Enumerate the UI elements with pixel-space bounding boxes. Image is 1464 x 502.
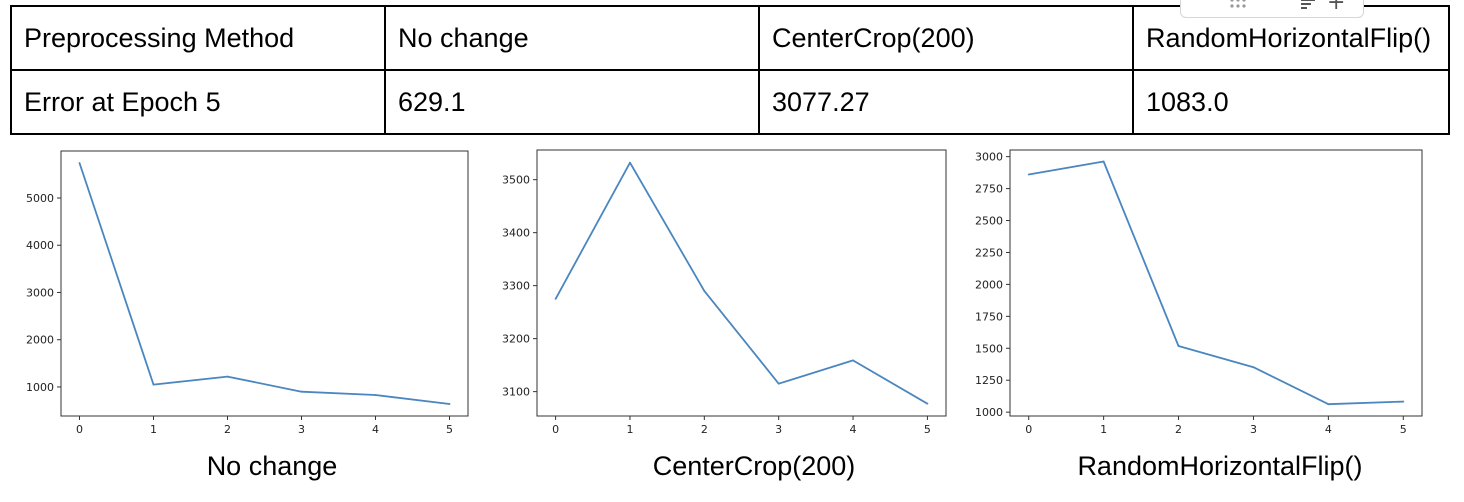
x-tick-label: 4: [372, 423, 379, 436]
chart-caption: CenterCrop(200): [652, 451, 856, 481]
data-point: [1177, 345, 1180, 347]
y-tick-label: 3200: [502, 333, 530, 346]
data-point: [374, 394, 377, 396]
data-point: [448, 403, 451, 405]
add-icon[interactable]: +: [1327, 0, 1346, 15]
x-tick-label: 0: [552, 423, 559, 436]
x-tick-label: 3: [775, 423, 782, 436]
sort-lines-icon[interactable]: [1299, 0, 1319, 11]
x-tick-label: 1: [626, 423, 633, 436]
data-point: [926, 402, 929, 405]
y-tick-label: 3000: [26, 286, 54, 299]
x-tick-label: 3: [298, 423, 305, 436]
data-point: [703, 290, 706, 292]
x-tick-label: 0: [76, 423, 83, 436]
data-point: [1327, 403, 1330, 406]
table-toolbar: +: [1180, 0, 1364, 18]
table-cell: 1083.0: [1132, 69, 1450, 135]
table-cell: Error at Epoch 5: [10, 69, 386, 135]
x-tick-label: 2: [1175, 423, 1182, 436]
chart-panel-0: 0 1 2 3 4 5 1000 2000 3000 4000 5000: [14, 140, 484, 440]
data-point: [777, 382, 780, 385]
y-tick-label: 3300: [502, 280, 530, 293]
x-tick-label: 2: [701, 423, 708, 436]
chart-panel-2: 0 1 2 3 4 5 1000 1250 1500 1750 2000 2250 2500 2750 30…: [958, 140, 1438, 440]
y-tick-label: 2750: [975, 183, 1003, 196]
x-tick-label: 4: [850, 423, 857, 436]
x-tick-label: 1: [150, 423, 157, 436]
line-chart: 0 1 2 3 4 5 1000 1250 1500 1750 2000 2250 2500 2750 30…: [975, 149, 1423, 436]
y-tick-label: 3400: [502, 227, 530, 240]
data-point: [152, 383, 155, 386]
y-tick-label: 1000: [975, 406, 1003, 419]
table-cell: CenterCrop(200): [758, 5, 1134, 71]
table-row: Error at Epoch 5 629.1 3077.27 1083.0: [10, 69, 1450, 135]
results-table: Preprocessing Method No change CenterCro…: [10, 5, 1450, 135]
plot-frame: [536, 149, 947, 417]
x-tick-label: 1: [1100, 423, 1107, 436]
line-chart: 0 1 2 3 4 5 3100 3200 3300 3400 3500: [502, 149, 947, 436]
data-point: [1102, 160, 1105, 163]
x-tick-label: 5: [1400, 423, 1407, 436]
table-cell: No change: [384, 5, 760, 71]
plot-frame: [60, 150, 469, 417]
y-tick-label: 3000: [975, 151, 1003, 164]
data-point: [226, 375, 229, 378]
data-point: [852, 359, 854, 362]
chart-caption: RandomHorizontalFlip(): [1077, 451, 1363, 481]
line-chart: 0 1 2 3 4 5 1000 2000 3000 4000 5000: [26, 150, 469, 436]
x-tick-label: 4: [1325, 423, 1332, 436]
data-point: [1252, 366, 1255, 369]
y-tick-label: 2000: [26, 334, 54, 347]
series-line: [554, 161, 928, 405]
chart-caption: No change: [206, 451, 338, 481]
data-point: [78, 162, 81, 164]
y-tick-label: 3500: [502, 174, 530, 187]
data-point: [300, 390, 303, 393]
x-tick-label: 5: [446, 423, 453, 436]
y-tick-label: 2500: [975, 215, 1003, 228]
y-tick-label: 1250: [975, 374, 1003, 387]
table-cell: 3077.27: [758, 69, 1134, 135]
chart-panel-1: 0 1 2 3 4 5 3100 3200 3300 3400 3500: [490, 140, 960, 440]
series-line: [78, 162, 450, 405]
series-line: [1028, 160, 1404, 406]
drag-handle-icon[interactable]: [1227, 0, 1249, 11]
data-point: [629, 161, 631, 164]
y-tick-label: 3100: [502, 386, 530, 399]
y-tick-label: 1750: [975, 310, 1003, 323]
y-tick-label: 2250: [975, 246, 1003, 259]
table-cell: 629.1: [384, 69, 760, 135]
x-tick-label: 0: [1025, 423, 1032, 436]
table-cell: Preprocessing Method: [10, 5, 386, 71]
data-point: [554, 297, 557, 300]
y-tick-label: 1500: [975, 342, 1003, 355]
y-tick-label: 2000: [975, 278, 1003, 291]
data-point: [1402, 400, 1405, 403]
y-tick-label: 5000: [26, 192, 54, 205]
plot-frame: [1009, 149, 1423, 417]
data-point: [1027, 173, 1030, 176]
x-tick-label: 2: [224, 423, 231, 436]
x-tick-label: 3: [1250, 423, 1257, 436]
x-tick-label: 5: [924, 423, 931, 436]
y-tick-label: 4000: [26, 239, 54, 252]
y-tick-label: 1000: [26, 381, 54, 394]
